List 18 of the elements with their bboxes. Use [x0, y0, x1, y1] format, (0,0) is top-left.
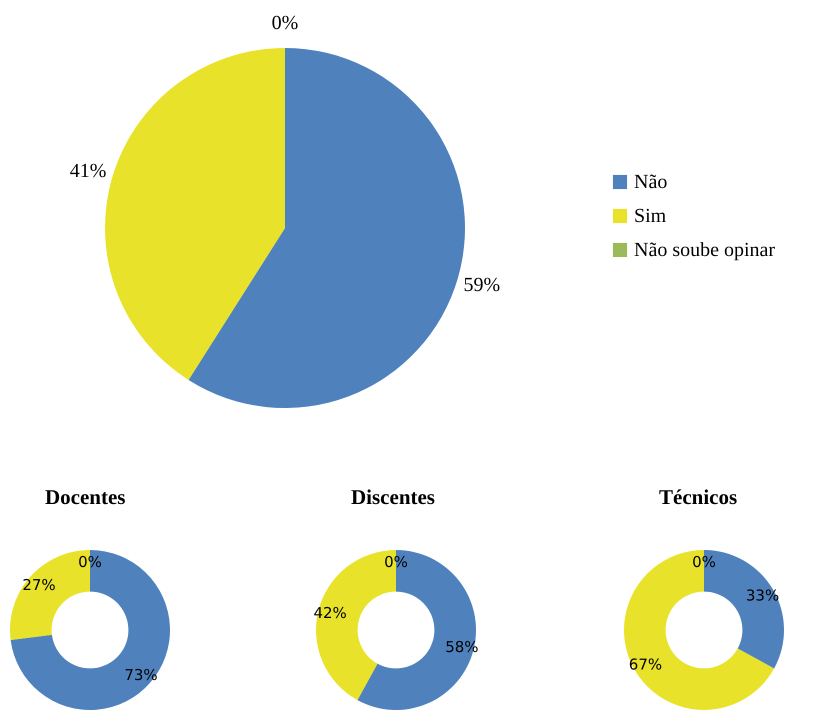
chart-title: Discentes: [351, 485, 435, 509]
pie-slice: [105, 48, 285, 380]
text: 0%: [692, 553, 716, 571]
data-label: 41%: [70, 160, 106, 182]
legend-label: Não: [634, 171, 668, 193]
donut-slice: [357, 550, 476, 710]
pie-slice: [188, 48, 465, 408]
data-label: 59%: [464, 274, 500, 296]
chart-title: Técnicos: [659, 485, 738, 509]
text: 0%: [78, 553, 102, 571]
legend-label: Não soube opinar: [634, 239, 776, 261]
donut-slice: [10, 550, 170, 710]
data-label: 27%: [22, 576, 56, 594]
data-label: 73%: [124, 666, 158, 684]
text: 0%: [384, 553, 408, 571]
text: 0%: [272, 12, 298, 34]
legend-label: Sim: [634, 205, 667, 227]
chart-title: Docentes: [45, 485, 126, 509]
